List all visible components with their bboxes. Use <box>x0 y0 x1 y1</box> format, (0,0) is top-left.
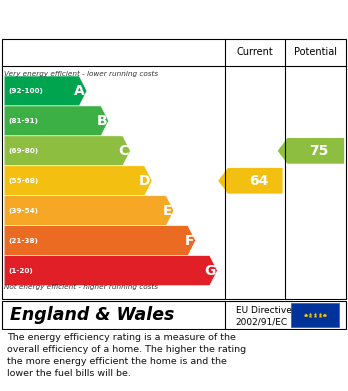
Text: (69-80): (69-80) <box>8 148 39 154</box>
Text: 64: 64 <box>249 174 268 188</box>
Text: The energy efficiency rating is a measure of the
overall efficiency of a home. T: The energy efficiency rating is a measur… <box>7 333 246 378</box>
Text: Current: Current <box>237 47 274 57</box>
Text: E: E <box>163 204 172 218</box>
Text: Very energy efficient - lower running costs: Very energy efficient - lower running co… <box>4 71 158 77</box>
Polygon shape <box>278 138 344 164</box>
Polygon shape <box>4 196 174 226</box>
Text: (1-20): (1-20) <box>8 267 33 274</box>
Text: G: G <box>204 264 216 278</box>
Text: (39-54): (39-54) <box>8 208 38 214</box>
Text: Not energy efficient - higher running costs: Not energy efficient - higher running co… <box>4 283 158 289</box>
Polygon shape <box>4 166 152 196</box>
Text: (81-91): (81-91) <box>8 118 38 124</box>
Text: (92-100): (92-100) <box>8 88 43 94</box>
Text: F: F <box>184 234 194 248</box>
Polygon shape <box>218 168 283 194</box>
Polygon shape <box>4 106 109 136</box>
Text: Potential: Potential <box>294 47 337 57</box>
Text: B: B <box>96 114 107 128</box>
Text: D: D <box>139 174 150 188</box>
Text: 2002/91/EC: 2002/91/EC <box>236 317 288 326</box>
Polygon shape <box>4 76 87 106</box>
Text: 75: 75 <box>310 144 329 158</box>
Polygon shape <box>4 256 217 285</box>
Text: (55-68): (55-68) <box>8 178 39 184</box>
Text: A: A <box>74 84 85 98</box>
Text: C: C <box>118 144 129 158</box>
Text: England & Wales: England & Wales <box>10 306 175 324</box>
Bar <box>291 303 339 327</box>
Text: (21-38): (21-38) <box>8 238 38 244</box>
Polygon shape <box>4 136 130 166</box>
Text: EU Directive: EU Directive <box>236 306 292 315</box>
Text: Energy Efficiency Rating: Energy Efficiency Rating <box>9 11 229 27</box>
Polygon shape <box>4 226 196 256</box>
